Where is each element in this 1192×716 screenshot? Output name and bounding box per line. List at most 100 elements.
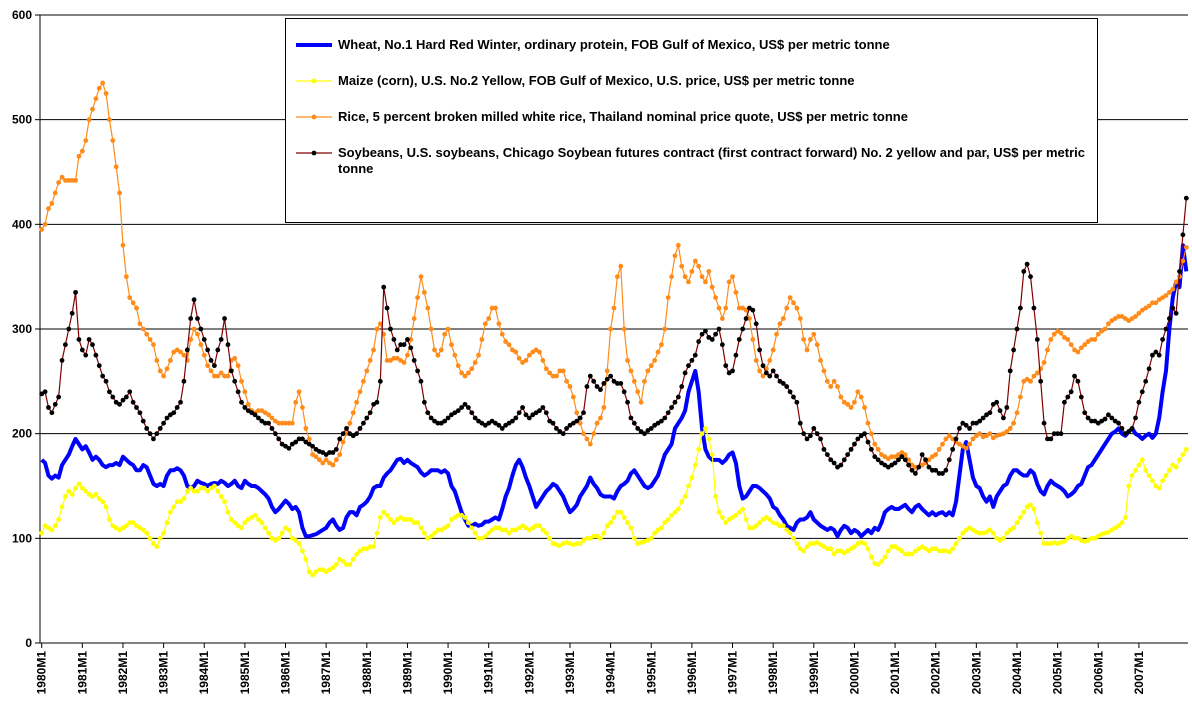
x-tick-label: 2001M1 (888, 651, 902, 695)
data-point (936, 446, 942, 452)
data-point (164, 366, 170, 372)
data-point (262, 420, 268, 426)
data-point (262, 525, 268, 531)
data-point (357, 426, 363, 431)
data-point (1116, 523, 1121, 529)
data-point (780, 316, 786, 321)
data-point (442, 418, 448, 424)
data-point (96, 363, 102, 369)
data-point (862, 541, 867, 546)
data-point (388, 326, 393, 332)
data-point (364, 368, 370, 374)
data-point (411, 316, 417, 321)
data-point (774, 373, 779, 379)
data-point (144, 426, 150, 431)
x-tick-label: 1983M1 (157, 651, 171, 695)
data-point (1163, 473, 1169, 478)
data-point (1048, 337, 1054, 342)
data-point (496, 321, 502, 327)
data-point (1048, 436, 1054, 442)
data-point (374, 326, 380, 332)
legend-entry: Rice, 5 percent broken milled white rice… (294, 109, 1089, 125)
data-point (1017, 515, 1023, 520)
data-point (1085, 415, 1091, 421)
data-point (154, 431, 160, 437)
data-point (1021, 509, 1027, 515)
data-point (750, 307, 756, 313)
data-point (550, 420, 556, 426)
data-point (445, 326, 451, 332)
data-point (218, 337, 224, 342)
data-point (472, 530, 478, 536)
data-point (303, 556, 309, 562)
data-point (1089, 535, 1094, 541)
data-point (791, 394, 796, 400)
data-point (486, 530, 492, 536)
data-point (537, 408, 542, 414)
data-point (570, 394, 576, 400)
data-point (946, 457, 952, 463)
data-point (86, 337, 92, 342)
data-point (127, 520, 133, 526)
data-point (1133, 467, 1138, 473)
data-point (940, 471, 945, 476)
data-point (212, 483, 217, 489)
data-point (560, 368, 566, 374)
x-tick-label: 1995M1 (644, 651, 658, 695)
data-point (371, 347, 376, 353)
data-point (1177, 457, 1182, 463)
data-point (665, 295, 671, 300)
series-line (40, 243, 1189, 539)
data-point (421, 530, 427, 536)
data-point (638, 399, 644, 405)
data-point (100, 499, 106, 505)
data-point (777, 523, 783, 529)
data-point (212, 373, 217, 379)
data-point (560, 431, 566, 437)
data-point (256, 408, 261, 414)
data-point (435, 527, 441, 533)
data-point (831, 378, 837, 384)
x-tick-label: 1982M1 (116, 651, 130, 695)
data-point (337, 452, 343, 457)
data-point (225, 509, 231, 515)
data-point (801, 337, 807, 342)
data-point (337, 436, 343, 442)
data-point (222, 499, 227, 505)
data-point (587, 373, 593, 379)
data-point (316, 457, 322, 463)
data-point (208, 368, 214, 374)
data-point (1061, 539, 1067, 544)
data-point (140, 527, 146, 533)
data-point (506, 530, 512, 536)
y-tick-label: 300 (12, 322, 32, 336)
data-point (970, 420, 976, 426)
data-point (794, 541, 800, 546)
data-point (137, 321, 143, 327)
data-point (946, 549, 952, 555)
data-point (42, 389, 48, 395)
data-point (757, 368, 763, 374)
data-point (354, 551, 360, 557)
data-point (184, 347, 190, 353)
data-point (276, 420, 282, 426)
data-point (1166, 467, 1172, 473)
data-point (872, 454, 878, 460)
data-point (188, 337, 194, 342)
data-point (147, 431, 153, 437)
data-point (374, 530, 380, 536)
data-point (686, 279, 691, 285)
data-point (655, 349, 661, 355)
data-point (743, 517, 749, 522)
data-point (540, 358, 546, 363)
data-point (310, 572, 316, 578)
data-point (770, 347, 776, 353)
data-point (405, 352, 410, 358)
data-point (987, 527, 993, 533)
data-point (49, 410, 55, 416)
data-point (699, 331, 705, 337)
data-point (625, 399, 630, 405)
data-point (977, 418, 983, 424)
data-point (96, 85, 102, 91)
